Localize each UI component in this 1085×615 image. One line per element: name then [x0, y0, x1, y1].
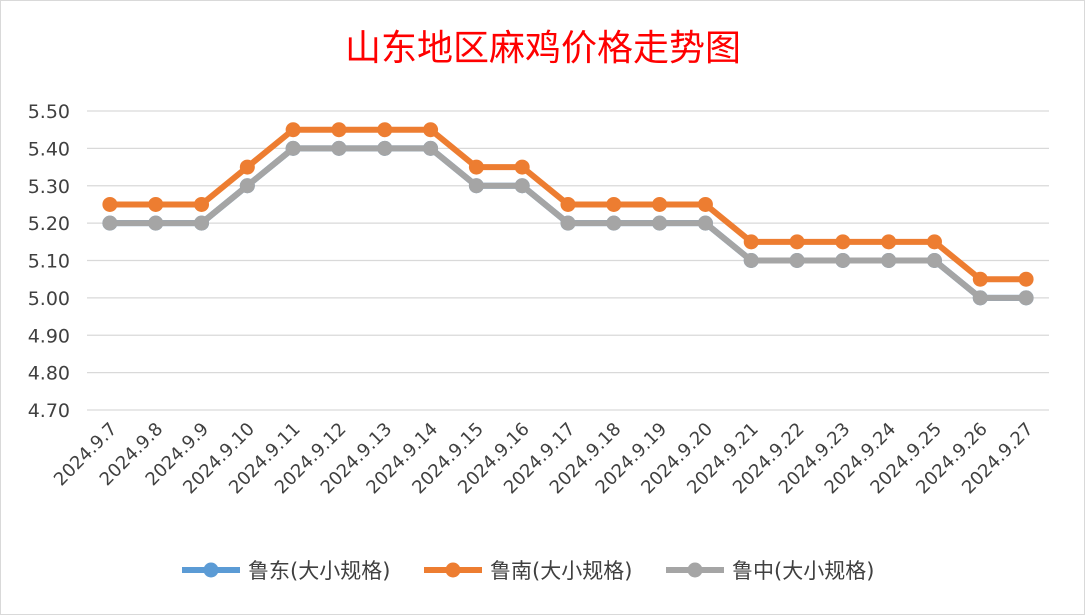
data-point: [194, 215, 210, 231]
data-point: [606, 196, 622, 212]
legend-item: 鲁东(大小规格): [182, 559, 390, 583]
data-point: [514, 159, 530, 175]
legend-marker: [445, 562, 461, 578]
data-point: [560, 196, 576, 212]
data-point: [514, 178, 530, 194]
y-tick-label: 5.40: [28, 138, 70, 160]
y-tick-label: 4.90: [28, 325, 70, 347]
data-point: [1018, 271, 1034, 287]
y-tick-label: 4.70: [28, 400, 70, 422]
data-point: [285, 122, 301, 138]
data-point: [652, 215, 668, 231]
data-point: [606, 215, 622, 231]
y-axis-ticks: 4.70 4.80 4.90 5.00 5.10 5.20 5.30 5.40 5.50: [28, 101, 70, 422]
data-point: [697, 215, 713, 231]
y-tick-label: 5.30: [28, 176, 70, 198]
legend-label: 鲁南(大小规格): [490, 559, 632, 583]
data-point: [743, 253, 759, 268]
data-point: [789, 253, 805, 268]
data-point: [926, 253, 942, 268]
y-tick-label: 5.20: [28, 213, 70, 235]
data-point: [423, 122, 439, 138]
x-axis-ticks: 2024.9.72024.9.82024.9.92024.9.102024.9.…: [50, 419, 1038, 499]
data-point: [468, 159, 484, 175]
data-point: [102, 215, 118, 231]
legend: 鲁东(大小规格) 鲁南(大小规格) 鲁中(大小规格): [182, 559, 874, 583]
legend-item: 鲁中(大小规格): [666, 559, 874, 583]
data-point: [148, 196, 164, 212]
data-point: [102, 196, 118, 212]
data-point: [331, 122, 347, 138]
data-point: [835, 253, 851, 268]
y-tick-label: 4.80: [28, 363, 70, 385]
data-point: [423, 140, 439, 156]
data-point: [468, 178, 484, 194]
series-2: [102, 122, 1034, 287]
data-point: [652, 196, 668, 212]
data-point: [239, 178, 255, 194]
data-point: [697, 196, 713, 212]
legend-label: 鲁东(大小规格): [248, 559, 390, 583]
data-point: [881, 234, 897, 250]
data-point: [789, 234, 805, 250]
data-point: [972, 290, 988, 306]
series-layer: [102, 122, 1034, 306]
data-point: [239, 159, 255, 175]
data-point: [972, 271, 988, 287]
legend-item: 鲁南(大小规格): [424, 559, 632, 583]
y-tick-label: 5.50: [28, 101, 70, 123]
chart-title: 山东地区麻鸡价格走势图: [345, 28, 741, 69]
data-point: [926, 234, 942, 250]
legend-label: 鲁中(大小规格): [732, 559, 874, 583]
data-point: [881, 253, 897, 268]
y-tick-label: 5.10: [28, 251, 70, 273]
data-point: [743, 234, 759, 250]
series-3: [102, 140, 1034, 306]
y-tick-label: 5.00: [28, 288, 70, 310]
data-point: [377, 122, 393, 138]
data-point: [560, 215, 576, 231]
data-point: [331, 140, 347, 156]
data-point: [194, 196, 210, 212]
data-point: [148, 215, 164, 231]
legend-marker: [203, 562, 219, 578]
data-point: [377, 140, 393, 156]
data-point: [835, 234, 851, 250]
data-point: [1018, 290, 1034, 306]
legend-marker: [687, 562, 703, 578]
data-point: [285, 140, 301, 156]
